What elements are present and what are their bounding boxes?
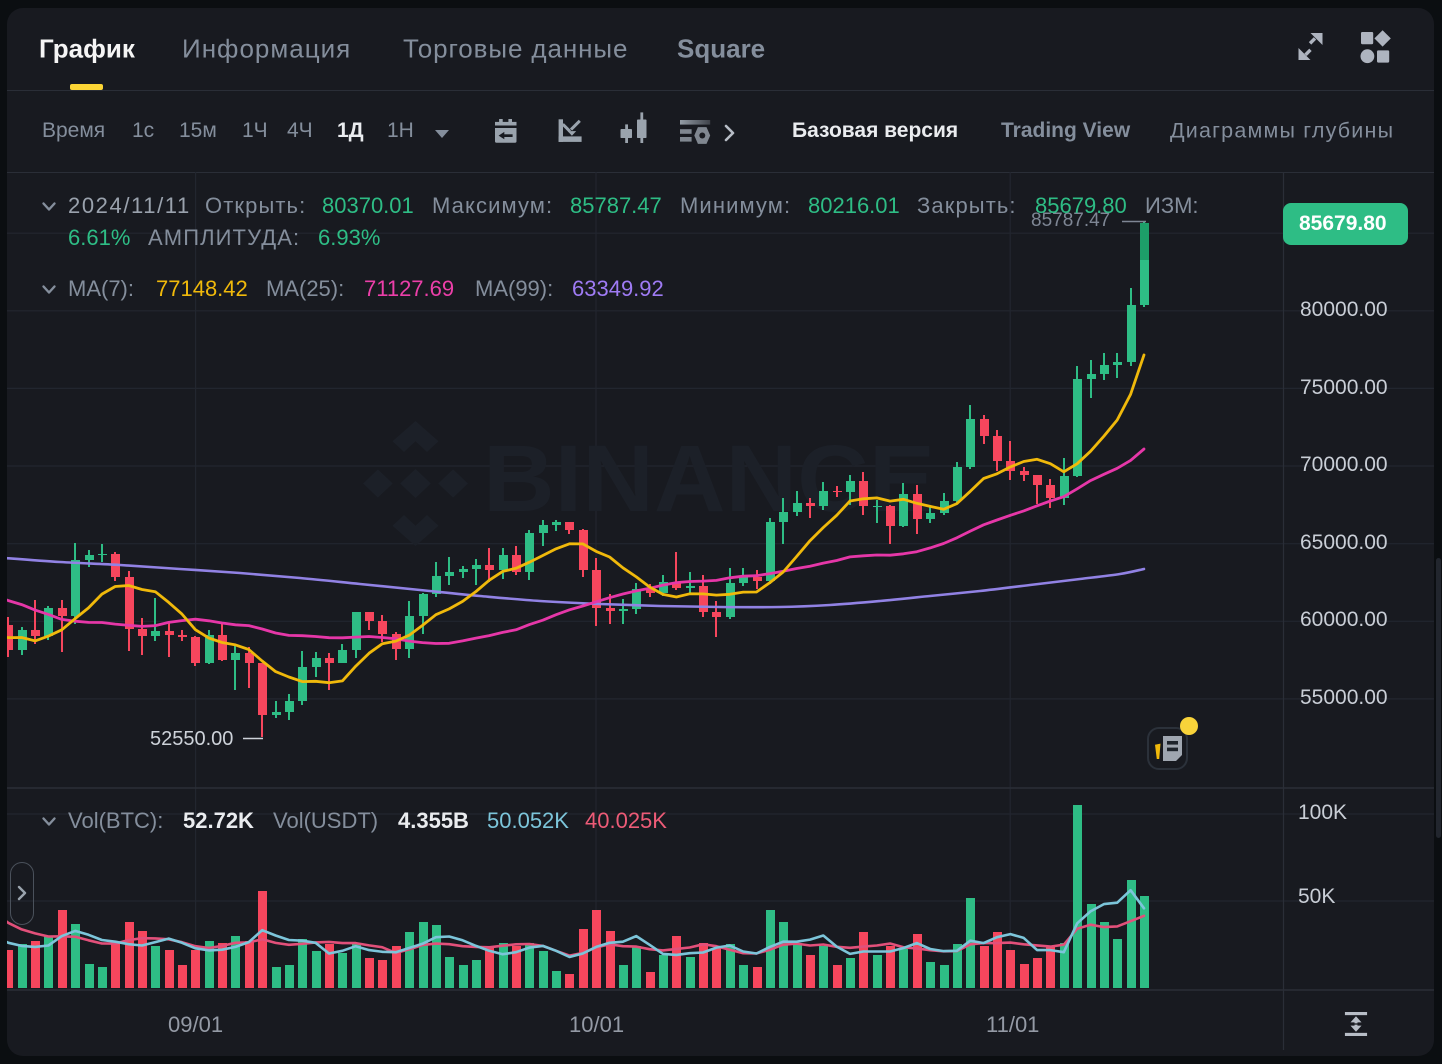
svg-text:85787.47: 85787.47 — [1031, 210, 1110, 231]
svg-text:BINANCE: BINANCE — [483, 426, 935, 532]
svg-text:52550.00: 52550.00 — [150, 728, 233, 750]
